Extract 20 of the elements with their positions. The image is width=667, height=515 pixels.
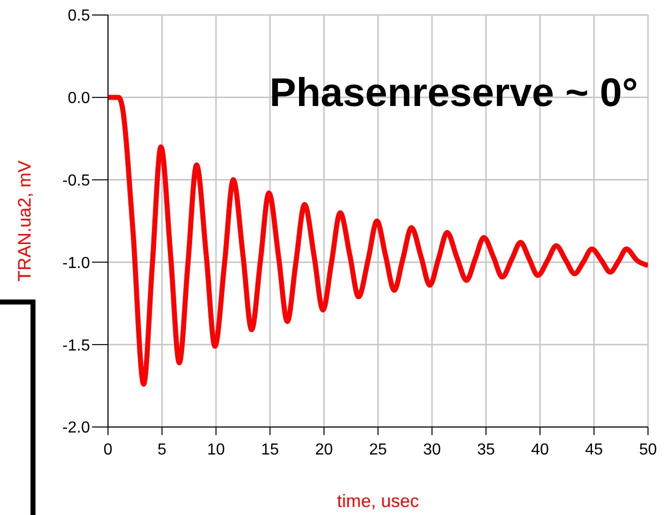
- x-tick-label: 5: [158, 441, 167, 458]
- x-tick-label: 0: [104, 441, 113, 458]
- x-axis-title: time, usec: [336, 491, 420, 511]
- y-tick-label: 0.5: [68, 8, 90, 25]
- y-tick-label: -2.0: [62, 420, 90, 437]
- x-tick-label: 45: [585, 441, 603, 458]
- x-tick-label: 20: [315, 441, 333, 458]
- y-tick-label: -0.5: [62, 172, 90, 190]
- y-tick-label: -1.0: [62, 254, 90, 272]
- x-tick-label: 10: [207, 441, 225, 458]
- x-tick-label: 30: [423, 441, 441, 458]
- x-tick-label: 40: [531, 441, 549, 458]
- y-tick-label: -1.5: [62, 337, 90, 354]
- x-tick-label: 50: [639, 441, 657, 458]
- x-tick-label: 35: [477, 441, 495, 458]
- y-axis-title: TRAN.ua2, mV: [14, 160, 34, 282]
- y-tick-label: 0.0: [68, 90, 90, 108]
- text: Phasenreserve ~ 0°: [270, 71, 638, 115]
- x-tick-label: 25: [369, 441, 387, 458]
- x-tick-label: 15: [261, 441, 279, 458]
